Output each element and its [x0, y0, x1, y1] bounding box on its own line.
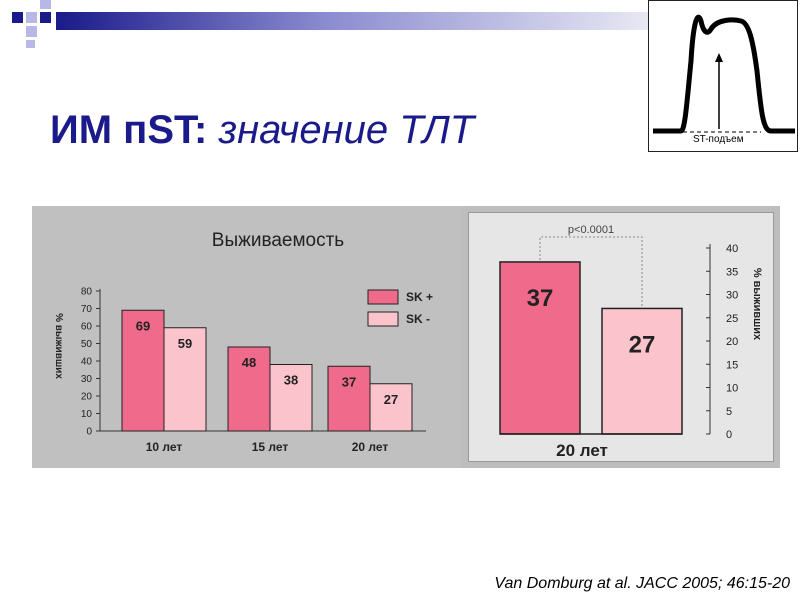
bar-sk-plus [227, 346, 271, 432]
y-tick-label: 70 [81, 304, 93, 315]
right-y-tick-label: 10 [726, 383, 738, 395]
y-axis-label: % выживших [53, 313, 64, 379]
right-y-tick-label: 35 [726, 266, 738, 278]
bar-value-label: 37 [342, 374, 356, 389]
y-tick-label: 20 [81, 392, 93, 403]
slide-title-italic: значение ТЛТ [218, 108, 475, 152]
citation: Van Domburg at al. JACC 2005; 46:15-20 [494, 575, 790, 592]
bar-sk-plus [121, 309, 165, 432]
p-value-annotation: p<0.0001 [568, 224, 614, 236]
y-tick-label: 50 [81, 339, 93, 350]
corner-square-navy-2 [40, 12, 51, 23]
corner-square-lavender-2 [26, 26, 37, 37]
x-tick-label: 20 лет [352, 440, 389, 454]
legend-label: SK + [406, 290, 433, 304]
bar-20yr-value-label: 37 [527, 285, 554, 312]
bar-value-label: 27 [384, 392, 398, 407]
right-y-tick-label: 0 [726, 429, 732, 441]
slide-title-bold: ИМ пST: [50, 108, 208, 152]
right-y-tick-label: 40 [726, 243, 738, 255]
right-y-tick-label: 15 [726, 359, 738, 371]
bar-20yr-sk-plus [499, 261, 581, 435]
ecg-waveform-diagram [653, 14, 795, 134]
x-tick-label: 15 лет [252, 440, 289, 454]
y-tick-label: 80 [81, 287, 93, 298]
y-tick-label: 0 [86, 427, 92, 438]
bar-value-label: 38 [284, 373, 298, 388]
y-tick-label: 10 [81, 409, 93, 420]
corner-square-lavender-3 [40, 0, 51, 9]
y-tick-label: 40 [81, 357, 93, 368]
legend-swatch [367, 289, 399, 305]
legend-swatch [367, 311, 399, 327]
y-tick-label: 30 [81, 374, 93, 385]
chart-20yr: % выживших 0 5 10 15 20 25 30 35 40 37 27 20 лет p<… [499, 224, 763, 460]
right-y-tick-label: 30 [726, 290, 738, 302]
bar-sk-minus [163, 327, 207, 432]
ecg-waveform [653, 14, 795, 134]
chart-survival-panel: Выживаемость % выживших 0 10 20 30 40 50 60 70 8… [32, 206, 462, 468]
chart-survival: Выживаемость % выживших 0 10 20 30 40 50 60 70 8… [53, 230, 433, 454]
chart-20yr-panel: % выживших 0 5 10 15 20 25 30 35 40 37 27 20 лет p<… [462, 206, 780, 468]
bar-value-label: 59 [178, 336, 192, 351]
ecg-label: ST-подъем [693, 134, 744, 145]
x-tick-label: 10 лет [146, 440, 183, 454]
x-tick-label-20yr: 20 лет [556, 441, 608, 460]
bar-value-label: 69 [136, 318, 150, 333]
right-y-tick-label: 20 [726, 336, 738, 348]
ecg-st-elevation-inset: ST-подъем [648, 0, 798, 152]
slide-title: ИМ пST: значение ТЛТ [50, 108, 474, 153]
header-gradient-bar [56, 12, 648, 30]
bar-value-label: 48 [242, 355, 256, 370]
corner-square-lavender-1 [26, 12, 37, 23]
chart-title: Выживаемость [212, 230, 344, 251]
y-axis-label-right: % выживших [751, 268, 763, 341]
legend-label: SK - [406, 312, 430, 326]
p-value-bracket [539, 236, 643, 307]
right-y-tick-label: 5 [726, 406, 732, 418]
corner-square-navy-3 [26, 40, 35, 48]
st-elevation-arrowhead [715, 53, 723, 62]
corner-square-navy-1 [12, 12, 23, 23]
bar-20yr-value-label: 27 [629, 331, 656, 358]
bar-20yr-sk-minus [601, 307, 683, 435]
y-tick-label: 60 [81, 322, 93, 333]
bar-sk-minus [269, 364, 313, 432]
bar-sk-minus [369, 383, 413, 432]
right-y-tick-label: 25 [726, 313, 738, 325]
